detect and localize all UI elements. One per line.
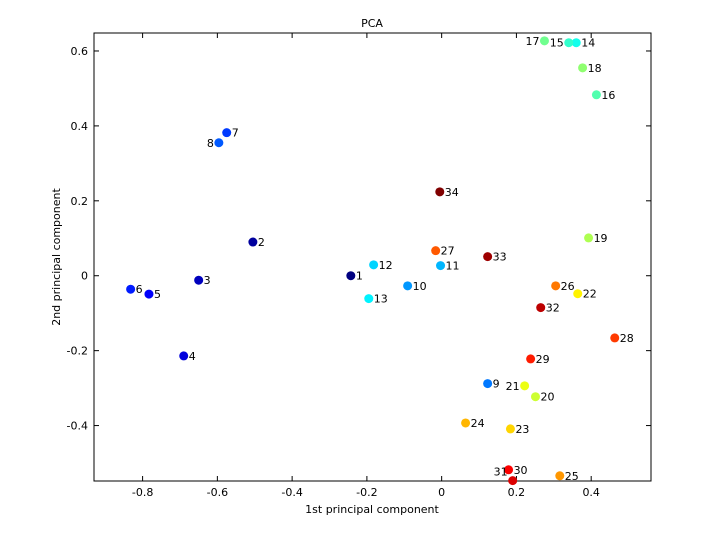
data-point-labels: 1234567891011121314151617181920212223242…: [136, 35, 634, 483]
data-point: [179, 351, 189, 361]
data-point: [436, 261, 446, 271]
y-tick-label: 0.4: [71, 120, 89, 133]
data-point-label: 13: [374, 293, 388, 306]
data-point-label: 30: [514, 464, 528, 477]
data-point: [530, 392, 540, 402]
data-point-label: 27: [441, 245, 455, 258]
data-point-label: 3: [204, 274, 211, 287]
x-tick-label: -0.8: [132, 486, 153, 499]
data-point: [214, 138, 224, 148]
data-point-label: 32: [546, 302, 560, 315]
data-point: [591, 90, 601, 100]
data-point-label: 31: [494, 466, 508, 479]
data-point-label: 15: [550, 37, 564, 50]
data-point-label: 26: [561, 280, 575, 293]
data-point: [431, 246, 441, 256]
x-tick-label: 0.2: [508, 486, 526, 499]
x-tick-label: 0.4: [582, 486, 600, 499]
x-tick-label: 0: [438, 486, 445, 499]
data-point: [369, 260, 379, 270]
data-point-label: 23: [515, 423, 529, 436]
data-point: [364, 294, 374, 304]
y-tick-label: -0.2: [67, 345, 88, 358]
data-point-label: 25: [565, 470, 579, 483]
y-tick-label: 0.2: [71, 195, 89, 208]
data-point-label: 12: [379, 259, 393, 272]
data-point: [610, 333, 620, 343]
data-point-label: 21: [506, 380, 520, 393]
data-point: [578, 63, 588, 73]
data-point-label: 34: [445, 186, 459, 199]
data-point-label: 4: [189, 350, 196, 363]
data-point: [555, 471, 565, 481]
data-point: [571, 38, 581, 48]
data-point-label: 7: [232, 127, 239, 140]
data-point-label: 28: [620, 332, 634, 345]
data-point: [435, 187, 445, 197]
x-tick-label: -0.2: [356, 486, 377, 499]
data-point-label: 19: [594, 232, 608, 245]
axes: -0.8 -0.6 -0.4 -0.2 0 0.2 0.4 -0.4 -0.2 0 0.2 0.4 0.…: [67, 32, 652, 499]
data-point: [504, 465, 514, 475]
x-axis-label: 1st principal component: [305, 503, 439, 516]
data-point: [483, 379, 493, 389]
data-point: [144, 289, 154, 299]
data-point: [483, 252, 493, 262]
chart-title: PCA: [361, 17, 383, 30]
data-point-label: 11: [446, 260, 460, 273]
data-point: [526, 354, 536, 364]
data-point: [573, 289, 583, 299]
data-point-label: 2: [258, 236, 265, 249]
data-point-label: 8: [207, 137, 214, 150]
data-point: [126, 284, 136, 294]
data-point: [520, 381, 530, 391]
data-point-label: 10: [413, 280, 427, 293]
data-point-label: 17: [525, 35, 539, 48]
data-point-label: 14: [581, 37, 595, 50]
data-point-label: 1: [356, 270, 363, 283]
data-point: [248, 237, 258, 247]
data-point: [564, 38, 574, 48]
data-point-label: 18: [588, 62, 602, 75]
data-point: [551, 281, 561, 291]
data-point-label: 5: [154, 288, 161, 301]
data-point: [584, 233, 594, 243]
y-tick-label: -0.4: [67, 420, 88, 433]
data-point-label: 24: [471, 417, 485, 430]
data-point: [461, 418, 471, 428]
data-point-label: 33: [493, 251, 507, 264]
data-point: [194, 275, 204, 285]
data-points: [126, 36, 620, 486]
data-point: [539, 36, 549, 46]
y-axis-label: 2nd principal component: [50, 188, 63, 326]
data-point-label: 20: [540, 391, 554, 404]
x-tick-label: -0.6: [207, 486, 228, 499]
data-point: [403, 281, 413, 291]
y-tick-label: 0: [81, 270, 88, 283]
data-point: [536, 303, 546, 313]
data-point: [508, 476, 518, 486]
y-tick-label: 0.6: [71, 45, 89, 58]
data-point-label: 29: [536, 353, 550, 366]
plot-box: [93, 32, 652, 482]
data-point-label: 22: [583, 288, 597, 301]
data-point: [346, 271, 356, 281]
data-point-label: 16: [601, 89, 615, 102]
data-point-label: 9: [493, 378, 500, 391]
data-point: [222, 128, 232, 138]
data-point-label: 6: [136, 283, 143, 296]
x-tick-label: -0.4: [281, 486, 302, 499]
data-point: [505, 424, 515, 434]
